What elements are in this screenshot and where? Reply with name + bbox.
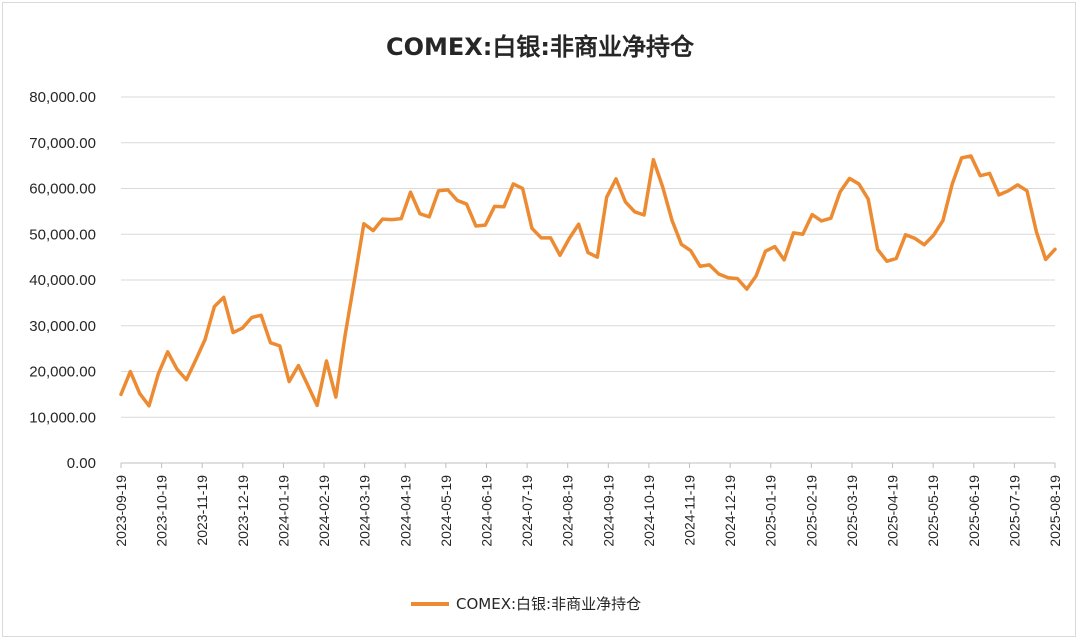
x-tick-label: 2024-06-19 (478, 475, 494, 547)
x-tick-label: 2025-08-19 (1047, 475, 1063, 547)
x-tick-label: 2025-04-19 (885, 475, 901, 547)
y-tick-label: 70,000.00 (29, 135, 96, 152)
series-line (119, 154, 1057, 408)
x-tick-label: 2025-03-19 (844, 475, 860, 547)
x-axis: 2023-09-19 2023-10-19 2023-11-19 2023-12-19… (113, 463, 1063, 547)
x-tick-label: 2025-01-19 (763, 475, 779, 547)
x-tick-label: 2025-06-19 (966, 475, 982, 547)
x-tick-label: 2023-10-19 (154, 475, 170, 547)
x-tick-label: 2023-11-19 (194, 475, 210, 546)
y-tick-label: 10,000.00 (29, 409, 96, 426)
x-tick-label: 2024-12-19 (722, 475, 738, 547)
x-tick-label: 2024-04-19 (397, 475, 413, 547)
y-tick-label: 80,000.00 (29, 89, 96, 106)
series-layer (119, 154, 1057, 408)
y-tick-label: 30,000.00 (29, 318, 96, 335)
x-tick-label: 2024-05-19 (438, 475, 454, 547)
x-tick-label: 2023-12-19 (235, 475, 251, 547)
x-tick-label: 2024-08-19 (560, 475, 576, 547)
chart-title: COMEX:白银:非商业净持仓 (386, 33, 695, 61)
x-tick-label: 2025-02-19 (803, 475, 819, 547)
x-tick-label: 2024-09-19 (600, 475, 616, 547)
x-tick-label: 2024-02-19 (316, 475, 332, 547)
y-tick-label: 60,000.00 (29, 181, 96, 198)
legend: COMEX:白银:非商业净持仓 (411, 595, 641, 613)
x-tick-label: 2025-07-19 (1006, 475, 1022, 547)
y-tick-label: 40,000.00 (29, 272, 96, 289)
x-tick-label: 2024-10-19 (641, 475, 657, 547)
y-tick-label: 0.00 (67, 455, 96, 472)
legend-label: COMEX:白银:非商业净持仓 (456, 595, 641, 613)
x-tick-label: 2024-03-19 (357, 475, 373, 547)
x-tick-label: 2024-01-19 (275, 475, 291, 547)
y-tick-label: 50,000.00 (29, 226, 96, 243)
x-tick-label: 2023-09-19 (113, 475, 129, 547)
y-tick-label: 20,000.00 (29, 364, 96, 381)
x-tick-label: 2024-07-19 (519, 475, 535, 547)
y-axis: 0.00 10,000.00 20,000.00 30,000.00 40,000.00… (29, 89, 96, 472)
x-tick-label: 2025-05-19 (925, 475, 941, 547)
x-tick-label: 2024-11-19 (682, 475, 698, 546)
gridlines (121, 96, 1055, 464)
